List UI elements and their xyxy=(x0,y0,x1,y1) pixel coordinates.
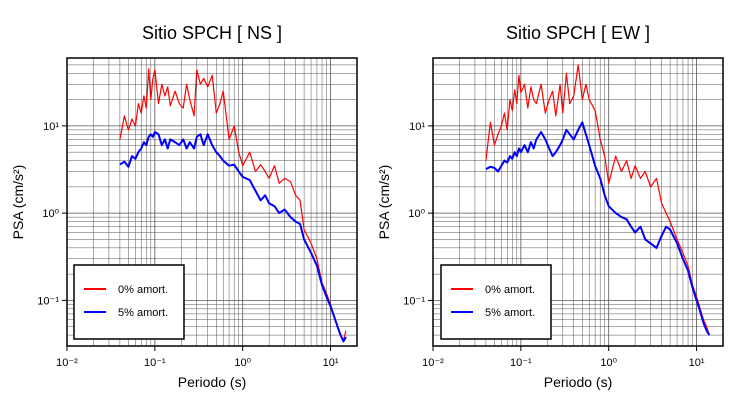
legend-box xyxy=(73,264,185,340)
plot-frame xyxy=(432,57,724,347)
x-tick-label: 10⁻¹ xyxy=(144,357,166,369)
y-tick-label: 10¹ xyxy=(43,121,59,133)
x-axis-label: Periodo (s) xyxy=(544,374,612,390)
y-tick-label: 10⁻¹ xyxy=(403,295,425,307)
chart-title: Sitio SPCH [ NS ] xyxy=(142,23,282,43)
legend-label: 0% amort. xyxy=(118,284,168,296)
plot-frame xyxy=(66,57,358,347)
legend-label: 0% amort. xyxy=(485,284,535,296)
x-tick-label: 10⁻² xyxy=(56,357,78,369)
series-line-0 xyxy=(119,68,347,341)
series-line-1 xyxy=(119,131,347,343)
x-tick-label: 10⁻² xyxy=(422,357,444,369)
chart-title: Sitio SPCH [ EW ] xyxy=(506,23,650,43)
x-tick-label: 10⁻¹ xyxy=(510,357,532,369)
x-tick-label: 10¹ xyxy=(689,357,705,369)
y-axis-label: PSA (cm/s²) xyxy=(10,165,26,240)
legend-box xyxy=(440,264,552,340)
y-tick-label: 10⁰ xyxy=(408,208,425,220)
series-line-0 xyxy=(485,64,710,336)
y-axis-label: PSA (cm/s²) xyxy=(376,165,392,240)
chart-panel-0: 10⁻² 10⁻¹ 10⁰ 10¹ 10⁻¹ 10⁰ 10¹ Sitio SPCH [ NS … xyxy=(10,23,358,390)
x-tick-label: 10¹ xyxy=(323,357,339,369)
legend-label: 5% amort. xyxy=(485,307,535,319)
x-tick-label: 10⁰ xyxy=(234,357,251,369)
y-tick-label: 10⁻¹ xyxy=(37,295,59,307)
y-tick-label: 10¹ xyxy=(409,121,425,133)
x-tick-label: 10⁰ xyxy=(600,357,617,369)
series-line-1 xyxy=(485,121,711,336)
y-tick-label: 10⁰ xyxy=(42,208,59,220)
legend-label: 5% amort. xyxy=(118,307,168,319)
x-axis-label: Periodo (s) xyxy=(178,374,246,390)
chart-panel-1: 10⁻² 10⁻¹ 10⁰ 10¹ 10⁻¹ 10⁰ 10¹ Sitio SPCH [ EW … xyxy=(376,23,724,390)
